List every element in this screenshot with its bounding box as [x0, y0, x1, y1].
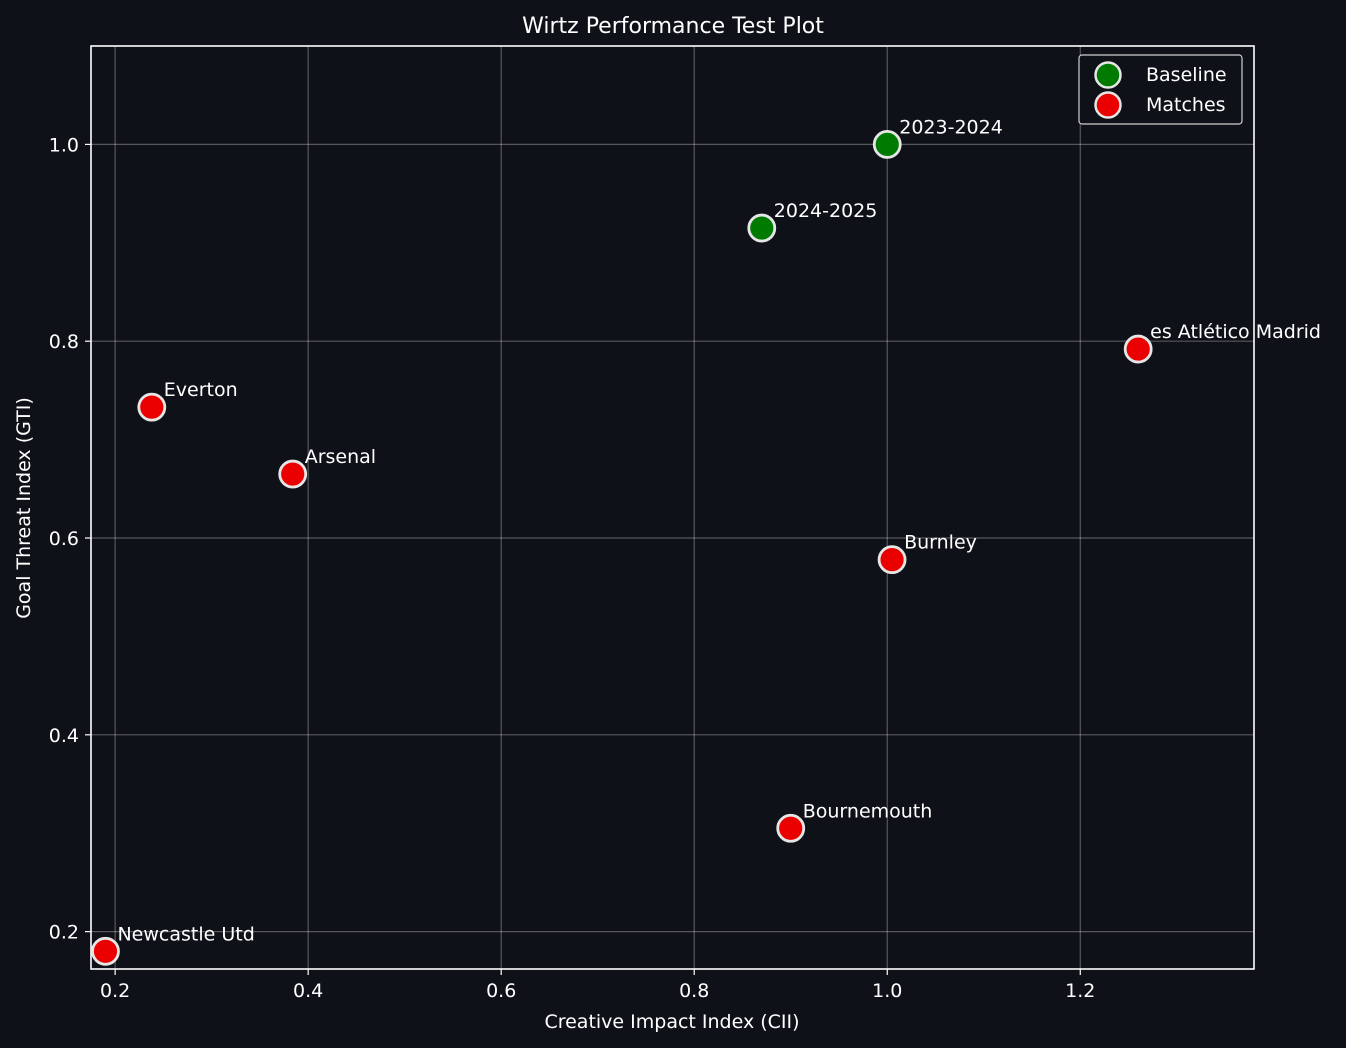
x-tick-label: 1.0: [872, 980, 902, 1002]
grid: [91, 46, 1254, 969]
y-axis-label: Goal Threat Index (GTI): [13, 397, 35, 619]
data-point: [1123, 334, 1153, 364]
data-point-label: Newcastle Utd: [117, 923, 254, 945]
y-tick-label: 0.4: [49, 725, 79, 747]
data-point-label: Everton: [164, 379, 238, 401]
x-tick-label: 0.2: [100, 980, 130, 1002]
legend-marker-baseline: [1094, 61, 1122, 89]
y-tick-label: 1.0: [49, 134, 79, 156]
y-tick-label: 0.2: [49, 922, 79, 944]
data-point: [877, 545, 907, 575]
x-tick-label: 0.6: [486, 980, 516, 1002]
y-tick-label: 0.8: [49, 331, 79, 353]
data-point-label: Bournemouth: [803, 800, 933, 822]
x-tick-label: 0.8: [679, 980, 709, 1002]
axis-ticks: 0.2 0.4 0.6 0.8 1.0 1.2 0.2 0.4 0.6 0.8 1.0: [49, 134, 1096, 1002]
x-axis-label: Creative Impact Index (CII): [544, 1011, 799, 1033]
data-point: [872, 130, 902, 159]
x-tick-label: 0.4: [293, 980, 323, 1002]
point-labels: 2023-2024 2024-2025 es Atlético Madrid Ever…: [117, 116, 1321, 945]
data-point-label: es Atlético Madrid: [1150, 321, 1321, 343]
legend-marker-matches: [1094, 91, 1122, 119]
chart-title: Wirtz Performance Test Plot: [522, 14, 824, 39]
y-tick-label: 0.6: [49, 528, 79, 550]
x-tick-label: 1.2: [1065, 980, 1095, 1002]
data-points: [91, 130, 1153, 966]
data-point: [278, 459, 308, 489]
plot-area-frame: [90, 45, 1255, 970]
legend-label-matches: Matches: [1146, 94, 1226, 116]
data-point: [91, 936, 120, 966]
data-point: [776, 813, 806, 843]
data-point-label: Burnley: [904, 532, 977, 554]
data-point-label: 2024-2025: [774, 200, 878, 222]
legend-label-baseline: Baseline: [1146, 64, 1227, 86]
data-point-label: 2023-2024: [899, 116, 1003, 138]
data-point: [137, 392, 167, 422]
data-point-label: Arsenal: [305, 446, 376, 468]
legend: Baseline Matches: [1078, 54, 1243, 125]
data-point: [747, 213, 777, 243]
